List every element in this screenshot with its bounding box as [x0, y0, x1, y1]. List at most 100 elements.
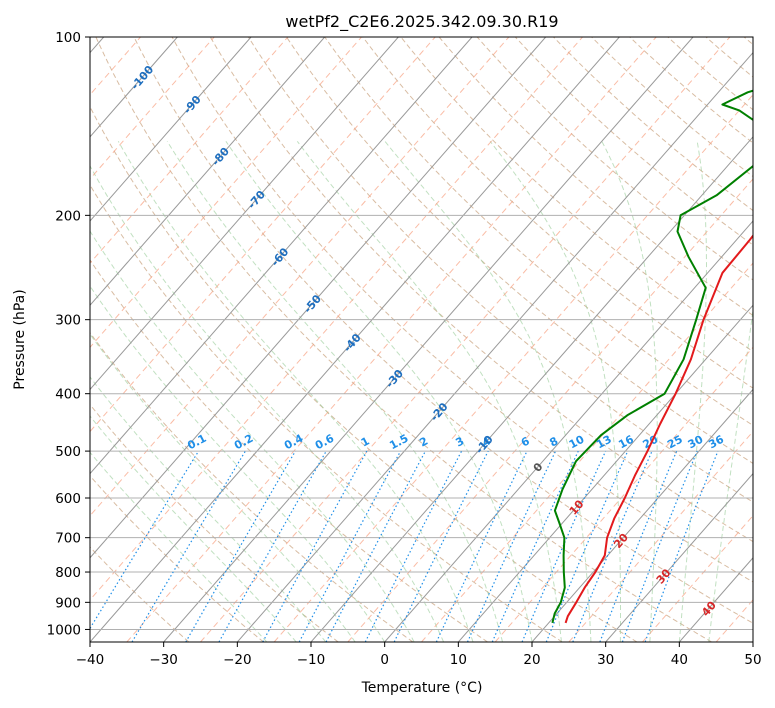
mixing-ratio-line	[90, 450, 200, 630]
mixing-ratio-label: 2	[417, 434, 430, 449]
dry-adiabat-line	[438, 37, 753, 316]
dry-adiabat-line	[95, 37, 712, 642]
mixing-ratio-line	[218, 450, 327, 642]
isotherm-dashed-line	[715, 599, 753, 642]
dry-adiabat-line	[324, 37, 753, 426]
isotherm-line	[236, 51, 753, 642]
mixing-ratio-line	[435, 450, 528, 642]
isotherm-line	[752, 641, 753, 642]
moist-adiabat-line	[489, 140, 621, 642]
dry-adiabat-line	[362, 37, 753, 389]
dry-adiabat-line	[171, 37, 753, 583]
mixing-ratio-label: 8	[548, 434, 561, 449]
x-axis-ticks: −40 −30 −20 −10 0 10 20 30 40 50	[76, 642, 762, 668]
y-tick-label: 900	[55, 595, 81, 611]
isotherm-dashed-line	[494, 346, 753, 642]
dry-adiabat-line	[209, 37, 753, 543]
mixing-ratio-label: 0.1	[185, 432, 208, 453]
x-tick-label: −30	[149, 652, 178, 668]
isotherm-dashed-line	[568, 430, 753, 642]
dry-adiabat-line	[90, 403, 339, 642]
mixing-ratio-line	[262, 450, 368, 642]
mixing-ratio-label: 3	[453, 434, 466, 449]
mixing-ratio-label: 20	[641, 433, 661, 452]
y-axis-ticks: 1000 900 800 700 600 500 400 300 200 100	[47, 30, 90, 638]
dry-adiabat-line	[400, 37, 753, 353]
isotherm-dashed-line	[90, 37, 510, 517]
isotherm-dashed-line	[347, 178, 753, 642]
isotherm-dashed-line	[273, 94, 753, 642]
moist-adiabat-line	[90, 415, 297, 642]
temperature-profile-line	[564, 234, 753, 624]
mixing-ratio-label: 1	[359, 434, 372, 449]
dry-adiabat-line	[591, 37, 753, 178]
y-tick-label: 700	[55, 531, 81, 547]
y-tick-label: 500	[55, 444, 81, 460]
y-tick-label: 800	[55, 565, 81, 581]
mixing-ratio-label: 10	[567, 433, 587, 452]
isotherm-dashed-line	[90, 37, 436, 433]
mixing-ratio-label: 16	[616, 433, 636, 452]
mixing-ratio-label: 13	[594, 433, 614, 452]
isotherm-line	[90, 37, 547, 559]
isotherm-line	[457, 304, 753, 642]
x-tick-label: −10	[297, 652, 326, 668]
dry-adiabat-line	[90, 183, 563, 642]
mixing-ratio-label: 6	[519, 434, 532, 449]
mixing-ratio-line	[298, 450, 402, 642]
isotherm-dashed-line	[90, 37, 362, 349]
y-axis-label: Pressure (hPa)	[12, 289, 28, 389]
moist-adiabat-line	[166, 141, 503, 642]
y-tick-label: 400	[55, 387, 81, 403]
plot-area: 0.1 0.2 0.4 0.6 1 1.5 2 3 4 6 8 10 13 16 20 25 30 36-100-…	[90, 37, 753, 642]
y-tick-label: 100	[55, 30, 81, 46]
mixing-ratio-line	[364, 450, 463, 642]
y-tick-label: 300	[55, 313, 81, 329]
dry-adiabat-line	[705, 37, 753, 78]
mixing-ratio-label: 1.5	[387, 432, 410, 453]
isotherm-line	[678, 557, 753, 642]
isotherm-label: -100	[128, 63, 156, 93]
moist-adiabat-line	[90, 230, 415, 642]
dewpoint-profile-line	[551, 89, 753, 624]
x-tick-label: 40	[671, 652, 688, 668]
mixing-ratio-label: 0.2	[232, 432, 255, 453]
dry-adiabat-line	[90, 475, 264, 642]
mixing-ratio-label: 30	[686, 433, 706, 452]
isotherm-line	[90, 37, 399, 391]
plot-frame	[89, 36, 754, 643]
isotherm-line	[531, 388, 753, 642]
isotherm-dashed-line	[421, 262, 753, 642]
x-tick-label: −20	[223, 652, 252, 668]
isotherm-line	[605, 472, 753, 642]
dry-adiabat-line	[553, 37, 753, 212]
y-tick-label: 200	[55, 208, 81, 224]
isotherm-line	[90, 37, 252, 222]
isotherm-line	[90, 37, 326, 306]
mixing-ratio-label: 0.4	[282, 432, 306, 453]
x-tick-label: 30	[597, 652, 614, 668]
isotherm-dashed-line	[126, 37, 657, 642]
mixing-ratio-line	[185, 450, 296, 642]
x-tick-label: −40	[76, 652, 105, 668]
isotherm-dashed-line	[200, 37, 731, 642]
moist-adiabat-line	[384, 140, 592, 642]
moist-adiabat-line	[708, 306, 753, 642]
isotherm-line	[310, 136, 753, 642]
dry-adiabat-line	[133, 37, 753, 624]
mixing-ratio-line	[491, 450, 579, 642]
isotherm-dashed-line	[90, 37, 583, 601]
mixing-ratio-line	[644, 450, 719, 642]
isotherm-line	[90, 37, 620, 642]
x-axis-label: Temperature (°C)	[361, 680, 483, 696]
mixing-ratio-line	[545, 450, 629, 642]
chart-title: wetPf2_C2E6.2025.342.09.30.R19	[285, 12, 558, 32]
isotherm-line	[90, 37, 473, 475]
mixing-ratio-label: 36	[706, 433, 726, 452]
y-tick-label: 600	[55, 491, 81, 507]
x-tick-label: 50	[744, 652, 761, 668]
mixing-ratio-line	[572, 450, 653, 642]
mixing-ratio-label: 25	[665, 433, 685, 452]
isotherm-dashed-line	[642, 514, 753, 642]
